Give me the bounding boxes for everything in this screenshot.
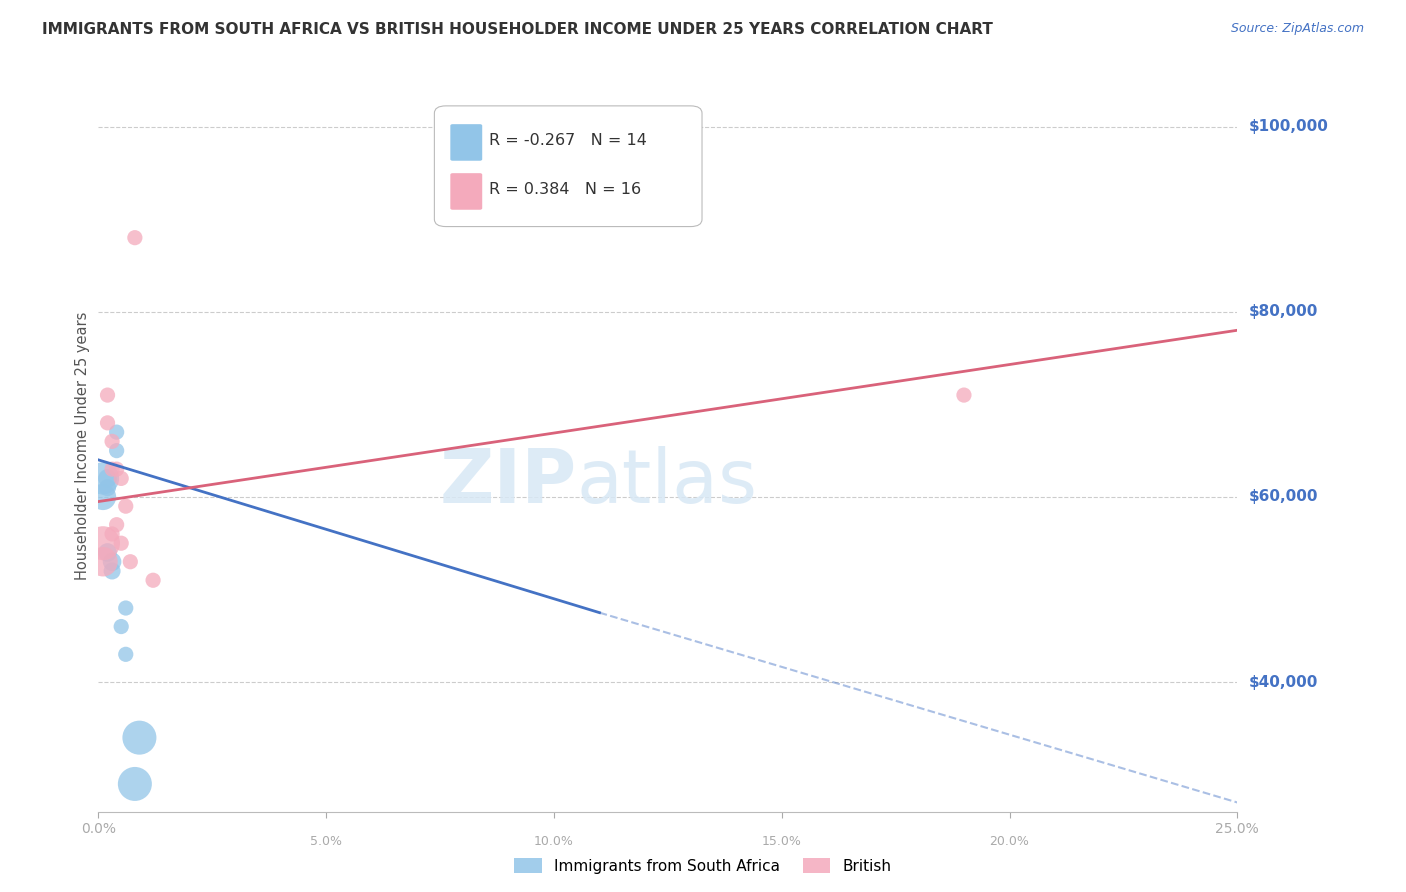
Point: [96, 481, 118, 495]
Point: [105, 443, 128, 458]
Text: $100,000: $100,000: [1249, 119, 1329, 134]
Text: R = -0.267   N = 14: R = -0.267 N = 14: [489, 134, 647, 148]
Point: [114, 499, 136, 513]
Point: [953, 388, 976, 402]
Text: $80,000: $80,000: [1249, 304, 1317, 319]
Point: [101, 527, 124, 541]
Point: [114, 648, 136, 662]
Point: [91, 471, 114, 485]
Text: ZIP: ZIP: [440, 446, 576, 519]
Point: [91, 490, 114, 504]
FancyBboxPatch shape: [434, 106, 702, 227]
Text: Source: ZipAtlas.com: Source: ZipAtlas.com: [1230, 22, 1364, 36]
Text: 5.0%: 5.0%: [311, 835, 342, 848]
Point: [110, 536, 132, 550]
Text: atlas: atlas: [576, 446, 758, 519]
Point: [110, 619, 132, 633]
Legend: Immigrants from South Africa, British: Immigrants from South Africa, British: [508, 852, 898, 880]
Point: [96, 471, 118, 485]
FancyBboxPatch shape: [450, 173, 482, 210]
Point: [128, 731, 150, 745]
Point: [91, 555, 114, 569]
Point: [91, 536, 114, 550]
Point: [120, 555, 142, 569]
Point: [105, 517, 128, 532]
Point: [96, 545, 118, 559]
Point: [96, 416, 118, 430]
Text: $40,000: $40,000: [1249, 674, 1317, 690]
Point: [101, 555, 124, 569]
Text: 20.0%: 20.0%: [990, 835, 1029, 848]
Y-axis label: Householder Income Under 25 years: Householder Income Under 25 years: [75, 312, 90, 580]
Point: [142, 574, 165, 588]
Point: [114, 601, 136, 615]
Point: [96, 388, 118, 402]
Text: R = 0.384   N = 16: R = 0.384 N = 16: [489, 183, 641, 197]
Point: [101, 564, 124, 578]
Point: [101, 462, 124, 476]
Point: [110, 471, 132, 485]
Text: 10.0%: 10.0%: [534, 835, 574, 848]
Point: [105, 462, 128, 476]
Text: $60,000: $60,000: [1249, 490, 1317, 504]
Point: [124, 777, 146, 791]
Text: IMMIGRANTS FROM SOUTH AFRICA VS BRITISH HOUSEHOLDER INCOME UNDER 25 YEARS CORREL: IMMIGRANTS FROM SOUTH AFRICA VS BRITISH …: [42, 22, 993, 37]
FancyBboxPatch shape: [450, 124, 482, 161]
Point: [124, 230, 146, 244]
Point: [105, 425, 128, 439]
Point: [101, 434, 124, 449]
Text: 15.0%: 15.0%: [762, 835, 801, 848]
